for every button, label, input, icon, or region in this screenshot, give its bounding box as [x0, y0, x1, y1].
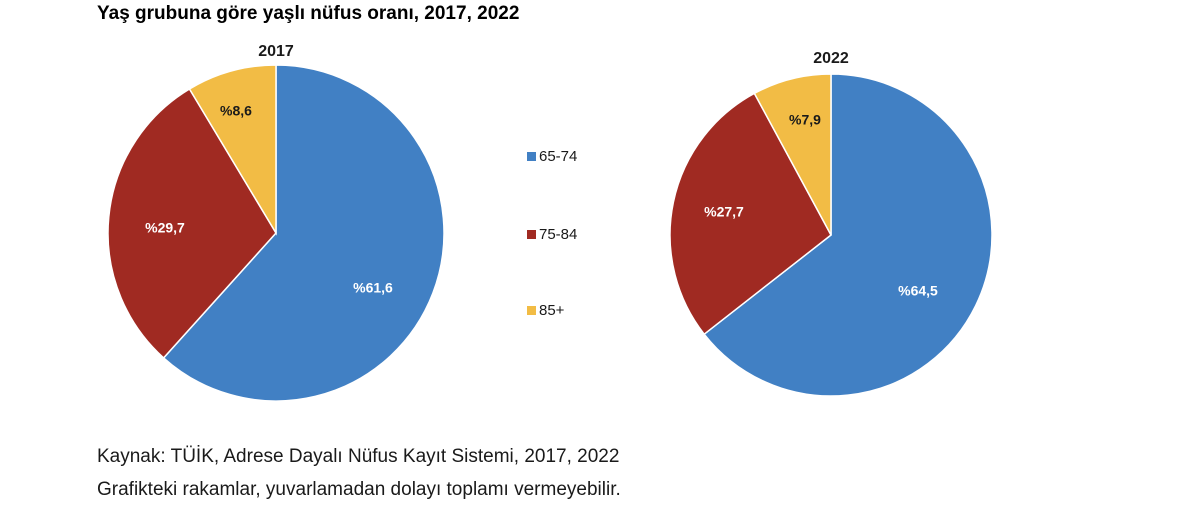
legend-label-85-plus: 85+ [539, 302, 565, 319]
source-note: Kaynak: TÜİK, Adrese Dayalı Nüfus Kayıt … [97, 446, 620, 467]
legend-item-65-74: 65-74 [527, 148, 577, 165]
legend-swatch-85-plus [527, 306, 536, 315]
pie-2017-label-65-74: %61,6 [353, 280, 393, 296]
pie-2022-year-label: 2022 [813, 50, 849, 67]
legend-item-85-plus: 85+ [527, 302, 564, 319]
pie-2017-label-85-plus: %8,6 [220, 103, 252, 119]
legend-swatch-65-74 [527, 152, 536, 161]
pie-2022-label-75-84: %27,7 [704, 204, 744, 220]
pie-2017-slice-85-plus [188, 64, 277, 236]
pie-2017-slice-65-74 [162, 64, 445, 402]
legend-swatch-75-84 [527, 230, 536, 239]
legend-item-75-84: 75-84 [527, 226, 577, 243]
pie-2022-label-65-74: %64,5 [898, 283, 938, 299]
rounding-note: Grafikteki rakamlar, yuvarlamadan dolayı… [97, 479, 621, 500]
pie-2022-slice-85-plus [753, 73, 832, 236]
pie-2017-year-label: 2017 [258, 43, 294, 60]
pie-2022-slice-75-84 [669, 92, 832, 336]
chart-title: Yaş grubuna göre yaşlı nüfus oranı, 2017… [97, 3, 520, 24]
pie-2017-label-75-84: %29,7 [145, 220, 185, 236]
pie-2017-slice-75-84 [107, 87, 277, 359]
legend-label-75-84: 75-84 [539, 226, 578, 243]
pie-2022-label-85-plus: %7,9 [789, 112, 821, 128]
pie-2022-slice-65-74 [703, 73, 993, 397]
legend-label-65-74: 65-74 [539, 148, 578, 165]
